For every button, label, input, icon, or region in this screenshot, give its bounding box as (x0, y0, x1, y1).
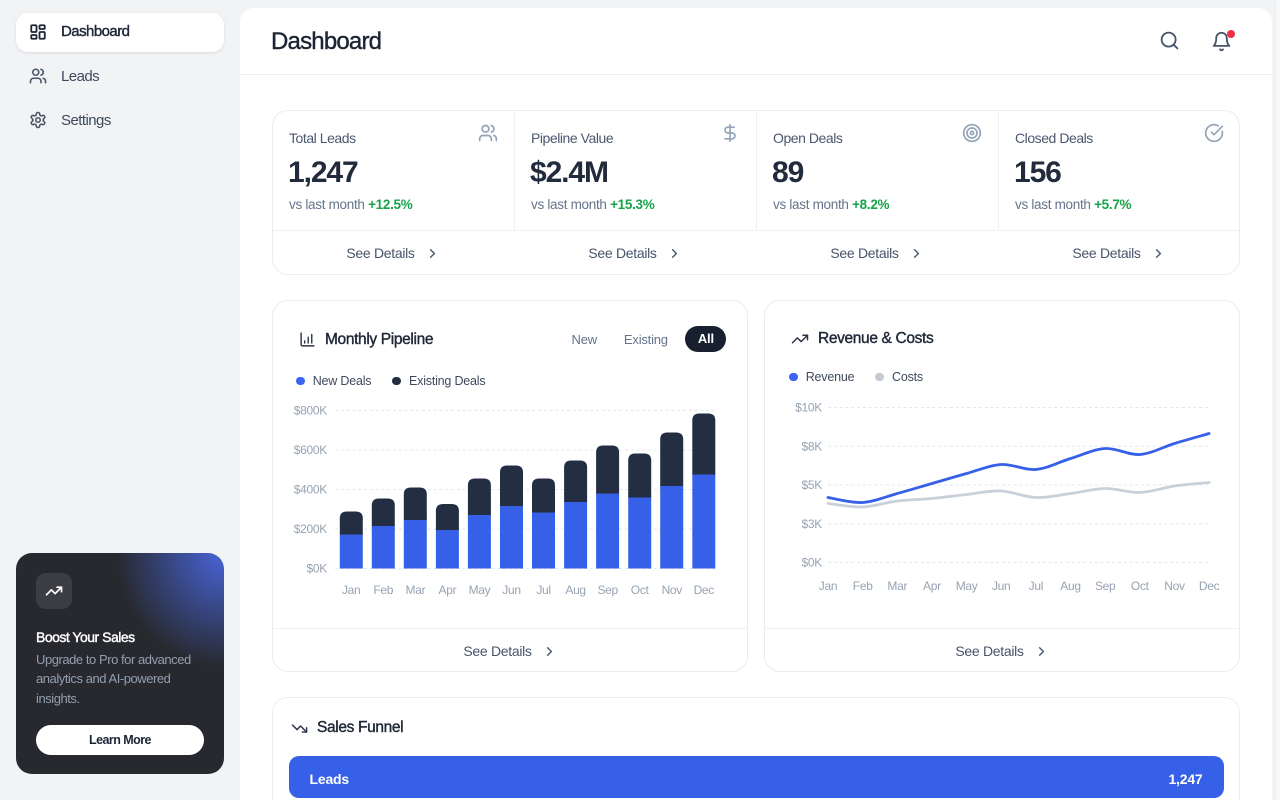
svg-text:Dec: Dec (694, 583, 715, 597)
svg-text:Oct: Oct (631, 583, 650, 597)
svg-text:$3K: $3K (802, 517, 823, 531)
svg-text:Aug: Aug (565, 583, 585, 597)
svg-text:Feb: Feb (373, 583, 393, 597)
svg-text:$400K: $400K (294, 483, 327, 497)
svg-text:Apr: Apr (439, 583, 457, 597)
svg-text:$0K: $0K (307, 562, 328, 576)
svg-text:Sep: Sep (1095, 579, 1116, 593)
svg-text:$5K: $5K (802, 478, 823, 492)
svg-text:Mar: Mar (406, 583, 426, 597)
svg-text:Sep: Sep (597, 583, 618, 597)
svg-text:May: May (956, 579, 978, 593)
svg-text:Jun: Jun (992, 579, 1010, 593)
svg-text:Nov: Nov (662, 583, 683, 597)
svg-text:Jul: Jul (536, 583, 550, 597)
svg-text:May: May (469, 583, 491, 597)
svg-text:Nov: Nov (1164, 579, 1185, 593)
svg-text:Jul: Jul (1029, 579, 1043, 593)
svg-text:Feb: Feb (853, 579, 873, 593)
svg-text:Aug: Aug (1060, 579, 1080, 593)
svg-text:Apr: Apr (923, 579, 941, 593)
svg-text:$200K: $200K (294, 522, 327, 536)
svg-text:Mar: Mar (887, 579, 907, 593)
svg-text:Jan: Jan (819, 579, 837, 593)
svg-text:$0K: $0K (802, 556, 823, 570)
svg-text:$800K: $800K (294, 404, 327, 418)
svg-text:Oct: Oct (1131, 579, 1150, 593)
svg-text:$8K: $8K (802, 439, 823, 453)
svg-text:Dec: Dec (1199, 579, 1220, 593)
svg-text:$600K: $600K (294, 443, 327, 457)
svg-text:Jun: Jun (502, 583, 520, 597)
svg-text:$10K: $10K (795, 401, 822, 415)
svg-text:Jan: Jan (342, 583, 360, 597)
